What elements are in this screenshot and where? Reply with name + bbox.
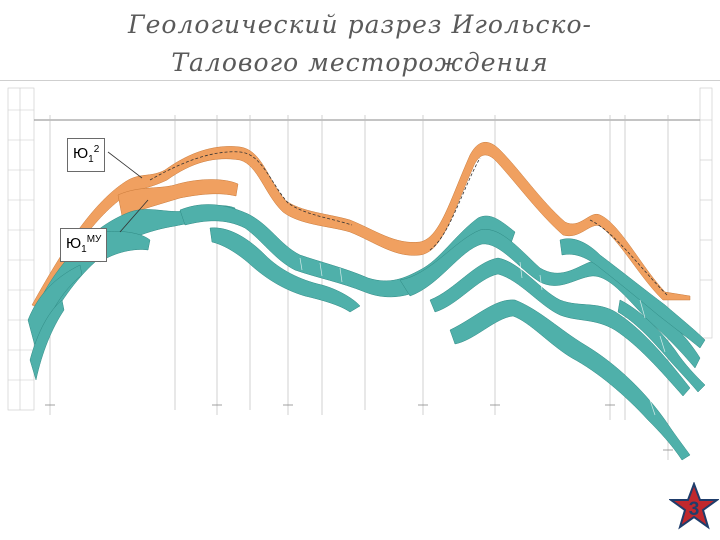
callout-1-sup: 2 [93, 144, 100, 155]
page-number-badge: 3 [669, 482, 719, 530]
page-number: 3 [689, 499, 700, 520]
title-line-2: Талового месторождения [171, 48, 549, 77]
slide-title: Геологический разрез Игольско- Талового … [0, 6, 720, 82]
callout-2-sub: 1 [81, 244, 87, 255]
callout-ju1-2: Ю12 [67, 138, 106, 172]
callout-1-base: Ю [73, 145, 89, 162]
callout-pointers [107, 151, 149, 233]
callout-ju1-mu: Ю1МУ [60, 228, 108, 262]
layer-striations [299, 257, 666, 416]
title-divider [0, 80, 720, 81]
title-line-1: Геологический разрез Игольско- [128, 10, 592, 39]
log-column-right [699, 87, 713, 339]
geological-section [7, 87, 713, 461]
layer-upper [31, 142, 691, 308]
callout-2-base: Ю [66, 235, 82, 252]
layer-lower [27, 204, 706, 461]
callout-1-sub: 1 [88, 154, 94, 165]
log-column [7, 87, 35, 411]
layer-upper-lens [117, 179, 239, 217]
dashed-contacts [149, 151, 669, 297]
well-ticks [45, 404, 673, 451]
callout-2-sup: МУ [86, 234, 102, 245]
star-icon [669, 482, 719, 530]
